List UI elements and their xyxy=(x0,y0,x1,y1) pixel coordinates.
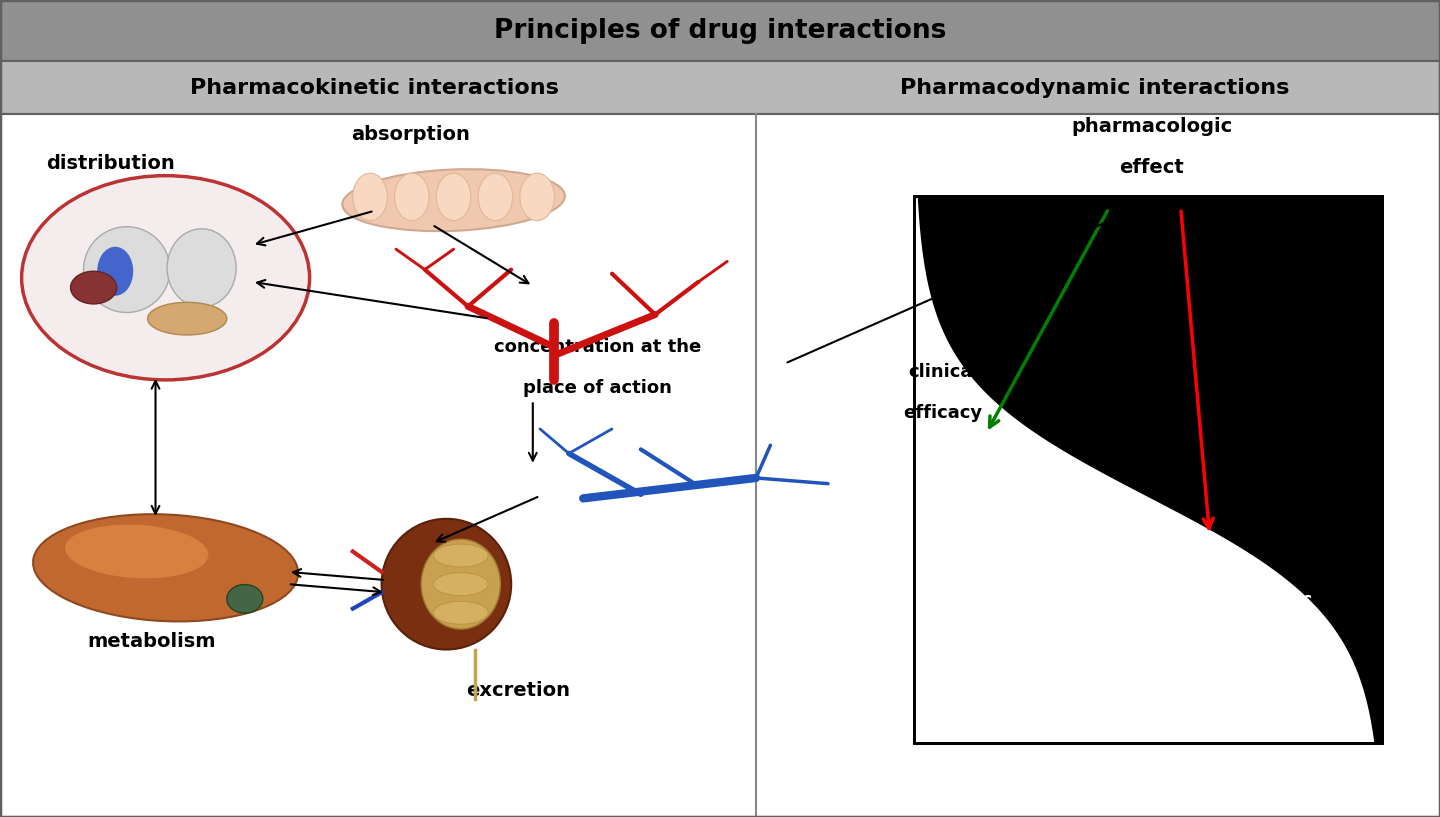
Ellipse shape xyxy=(395,173,429,221)
Ellipse shape xyxy=(520,173,554,221)
Bar xyxy=(914,196,1382,743)
Ellipse shape xyxy=(433,601,488,624)
Bar xyxy=(0,114,1440,817)
Ellipse shape xyxy=(148,302,228,335)
Ellipse shape xyxy=(167,229,236,307)
Text: effect: effect xyxy=(1259,632,1319,650)
Ellipse shape xyxy=(71,271,117,304)
Ellipse shape xyxy=(65,525,209,578)
Text: Pharmacokinetic interactions: Pharmacokinetic interactions xyxy=(190,78,559,98)
Ellipse shape xyxy=(84,227,170,313)
Ellipse shape xyxy=(98,247,132,296)
Text: efficacy: efficacy xyxy=(904,404,982,422)
Ellipse shape xyxy=(420,539,501,629)
Text: place of action: place of action xyxy=(523,379,672,397)
Ellipse shape xyxy=(22,176,310,380)
Bar xyxy=(0,0,1440,61)
Ellipse shape xyxy=(478,173,513,221)
Text: concentration at the: concentration at the xyxy=(494,338,701,356)
Text: excretion: excretion xyxy=(467,681,570,700)
Ellipse shape xyxy=(228,585,264,613)
Text: clinical: clinical xyxy=(909,363,978,381)
Ellipse shape xyxy=(33,514,298,622)
Text: metabolism: metabolism xyxy=(86,632,216,651)
Text: Pharmacodynamic interactions: Pharmacodynamic interactions xyxy=(900,78,1289,98)
Bar xyxy=(914,196,1382,743)
Ellipse shape xyxy=(436,173,471,221)
Text: distribution: distribution xyxy=(46,154,176,173)
Text: absorption: absorption xyxy=(351,125,469,145)
Ellipse shape xyxy=(433,544,488,567)
Ellipse shape xyxy=(343,169,564,231)
Text: toxic: toxic xyxy=(1264,592,1313,609)
Text: effect: effect xyxy=(1120,158,1184,177)
Bar xyxy=(914,196,1382,743)
Text: Principles of drug interactions: Principles of drug interactions xyxy=(494,18,946,43)
Text: pharmacologic: pharmacologic xyxy=(1071,117,1233,136)
Bar xyxy=(0,61,1440,114)
Ellipse shape xyxy=(433,573,488,596)
Ellipse shape xyxy=(382,519,511,650)
Ellipse shape xyxy=(353,173,387,221)
Polygon shape xyxy=(917,196,1382,743)
